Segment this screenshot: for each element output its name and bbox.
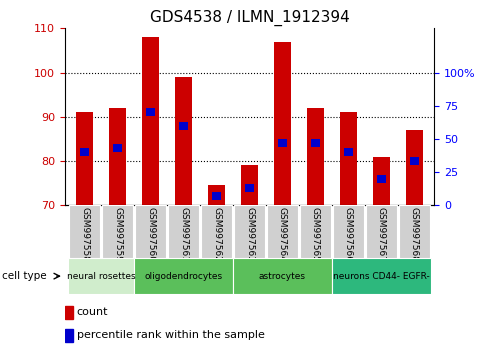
Bar [278, 139, 287, 147]
Text: neural rosettes: neural rosettes [67, 272, 135, 281]
Bar [76, 112, 93, 205]
Bar [266, 205, 298, 258]
Bar [212, 193, 221, 200]
Bar [65, 329, 73, 342]
Bar [311, 139, 320, 147]
Text: GSM997564: GSM997564 [278, 207, 287, 262]
Bar [344, 148, 353, 156]
Text: GSM997568: GSM997568 [410, 207, 419, 262]
Text: GSM997566: GSM997566 [344, 207, 353, 262]
Bar [274, 41, 291, 205]
Text: astrocytes: astrocytes [259, 272, 306, 281]
Text: GSM997565: GSM997565 [311, 207, 320, 262]
Bar [134, 258, 233, 294]
Text: GSM997562: GSM997562 [212, 207, 221, 262]
Bar [142, 37, 159, 205]
Bar [233, 258, 332, 294]
Bar [146, 108, 155, 116]
Text: GSM997559: GSM997559 [113, 207, 122, 262]
Bar [175, 77, 192, 205]
Bar [168, 205, 200, 258]
Bar [410, 157, 419, 165]
Bar [179, 122, 188, 130]
Bar [65, 306, 73, 319]
Bar [332, 205, 364, 258]
Bar [102, 205, 133, 258]
Text: percentile rank within the sample: percentile rank within the sample [77, 330, 264, 341]
Bar [80, 148, 89, 156]
Bar [307, 108, 324, 205]
Bar [406, 130, 423, 205]
Text: GSM997567: GSM997567 [377, 207, 386, 262]
Text: count: count [77, 307, 108, 318]
Bar [208, 185, 225, 205]
Text: GSM997558: GSM997558 [80, 207, 89, 262]
Title: GDS4538 / ILMN_1912394: GDS4538 / ILMN_1912394 [150, 9, 349, 25]
Bar [399, 205, 430, 258]
Bar [245, 184, 254, 192]
Text: GSM997560: GSM997560 [146, 207, 155, 262]
Bar [366, 205, 397, 258]
Bar [201, 205, 233, 258]
Bar [234, 205, 265, 258]
Bar [332, 258, 431, 294]
Bar [113, 144, 122, 152]
Text: neurons CD44- EGFR-: neurons CD44- EGFR- [333, 272, 430, 281]
Text: oligodendrocytes: oligodendrocytes [145, 272, 223, 281]
Bar [241, 165, 258, 205]
Bar [69, 205, 100, 258]
Bar [109, 108, 126, 205]
Bar [340, 112, 357, 205]
Text: cell type: cell type [2, 271, 47, 281]
Bar [299, 205, 331, 258]
Bar [377, 175, 386, 183]
Bar [373, 156, 390, 205]
Bar [135, 205, 167, 258]
Bar [68, 258, 134, 294]
Text: GSM997563: GSM997563 [245, 207, 254, 262]
Text: GSM997561: GSM997561 [179, 207, 188, 262]
